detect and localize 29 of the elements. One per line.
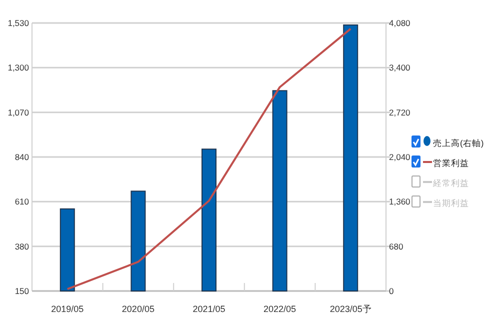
legend-label: 営業利益	[433, 158, 469, 168]
y-tick-label: 1,530	[8, 18, 30, 28]
legend-label: 経常利益	[432, 178, 469, 188]
bar	[202, 148, 216, 292]
y-tick-label: 840	[14, 152, 30, 162]
y2-tick-label: 0	[389, 286, 394, 296]
line-series	[66, 28, 352, 290]
x-tick-label: 2021/05	[192, 304, 226, 314]
legend-label: 当期利益	[433, 198, 469, 208]
x-tick-label: 2019/05	[51, 304, 84, 314]
y-tick-label: 1,070	[8, 107, 30, 118]
y-tick-label: 1,300	[8, 62, 30, 73]
y2-tick-label: 1,360	[389, 196, 411, 207]
y-tick-label: 150	[14, 286, 30, 296]
bar	[343, 24, 358, 292]
y-tick-label: 380	[14, 241, 30, 252]
bar	[272, 90, 288, 292]
x-tick-label: 2023/05予	[330, 304, 372, 314]
y2-tick-label: 2,040	[389, 152, 411, 162]
y2-tick-label: 4,080	[389, 18, 411, 28]
legend-label: 売上高(右軸)	[433, 138, 484, 148]
bar	[130, 190, 146, 292]
y2-tick-label: 680	[389, 241, 404, 252]
y2-tick-label: 2,720	[389, 107, 411, 118]
bar	[60, 208, 75, 292]
x-tick-label: 2020/05	[122, 304, 154, 314]
y2-tick-label: 3,400	[389, 62, 411, 73]
x-tick-label: 2022/05	[264, 304, 296, 314]
y-tick-label: 610	[14, 196, 30, 207]
